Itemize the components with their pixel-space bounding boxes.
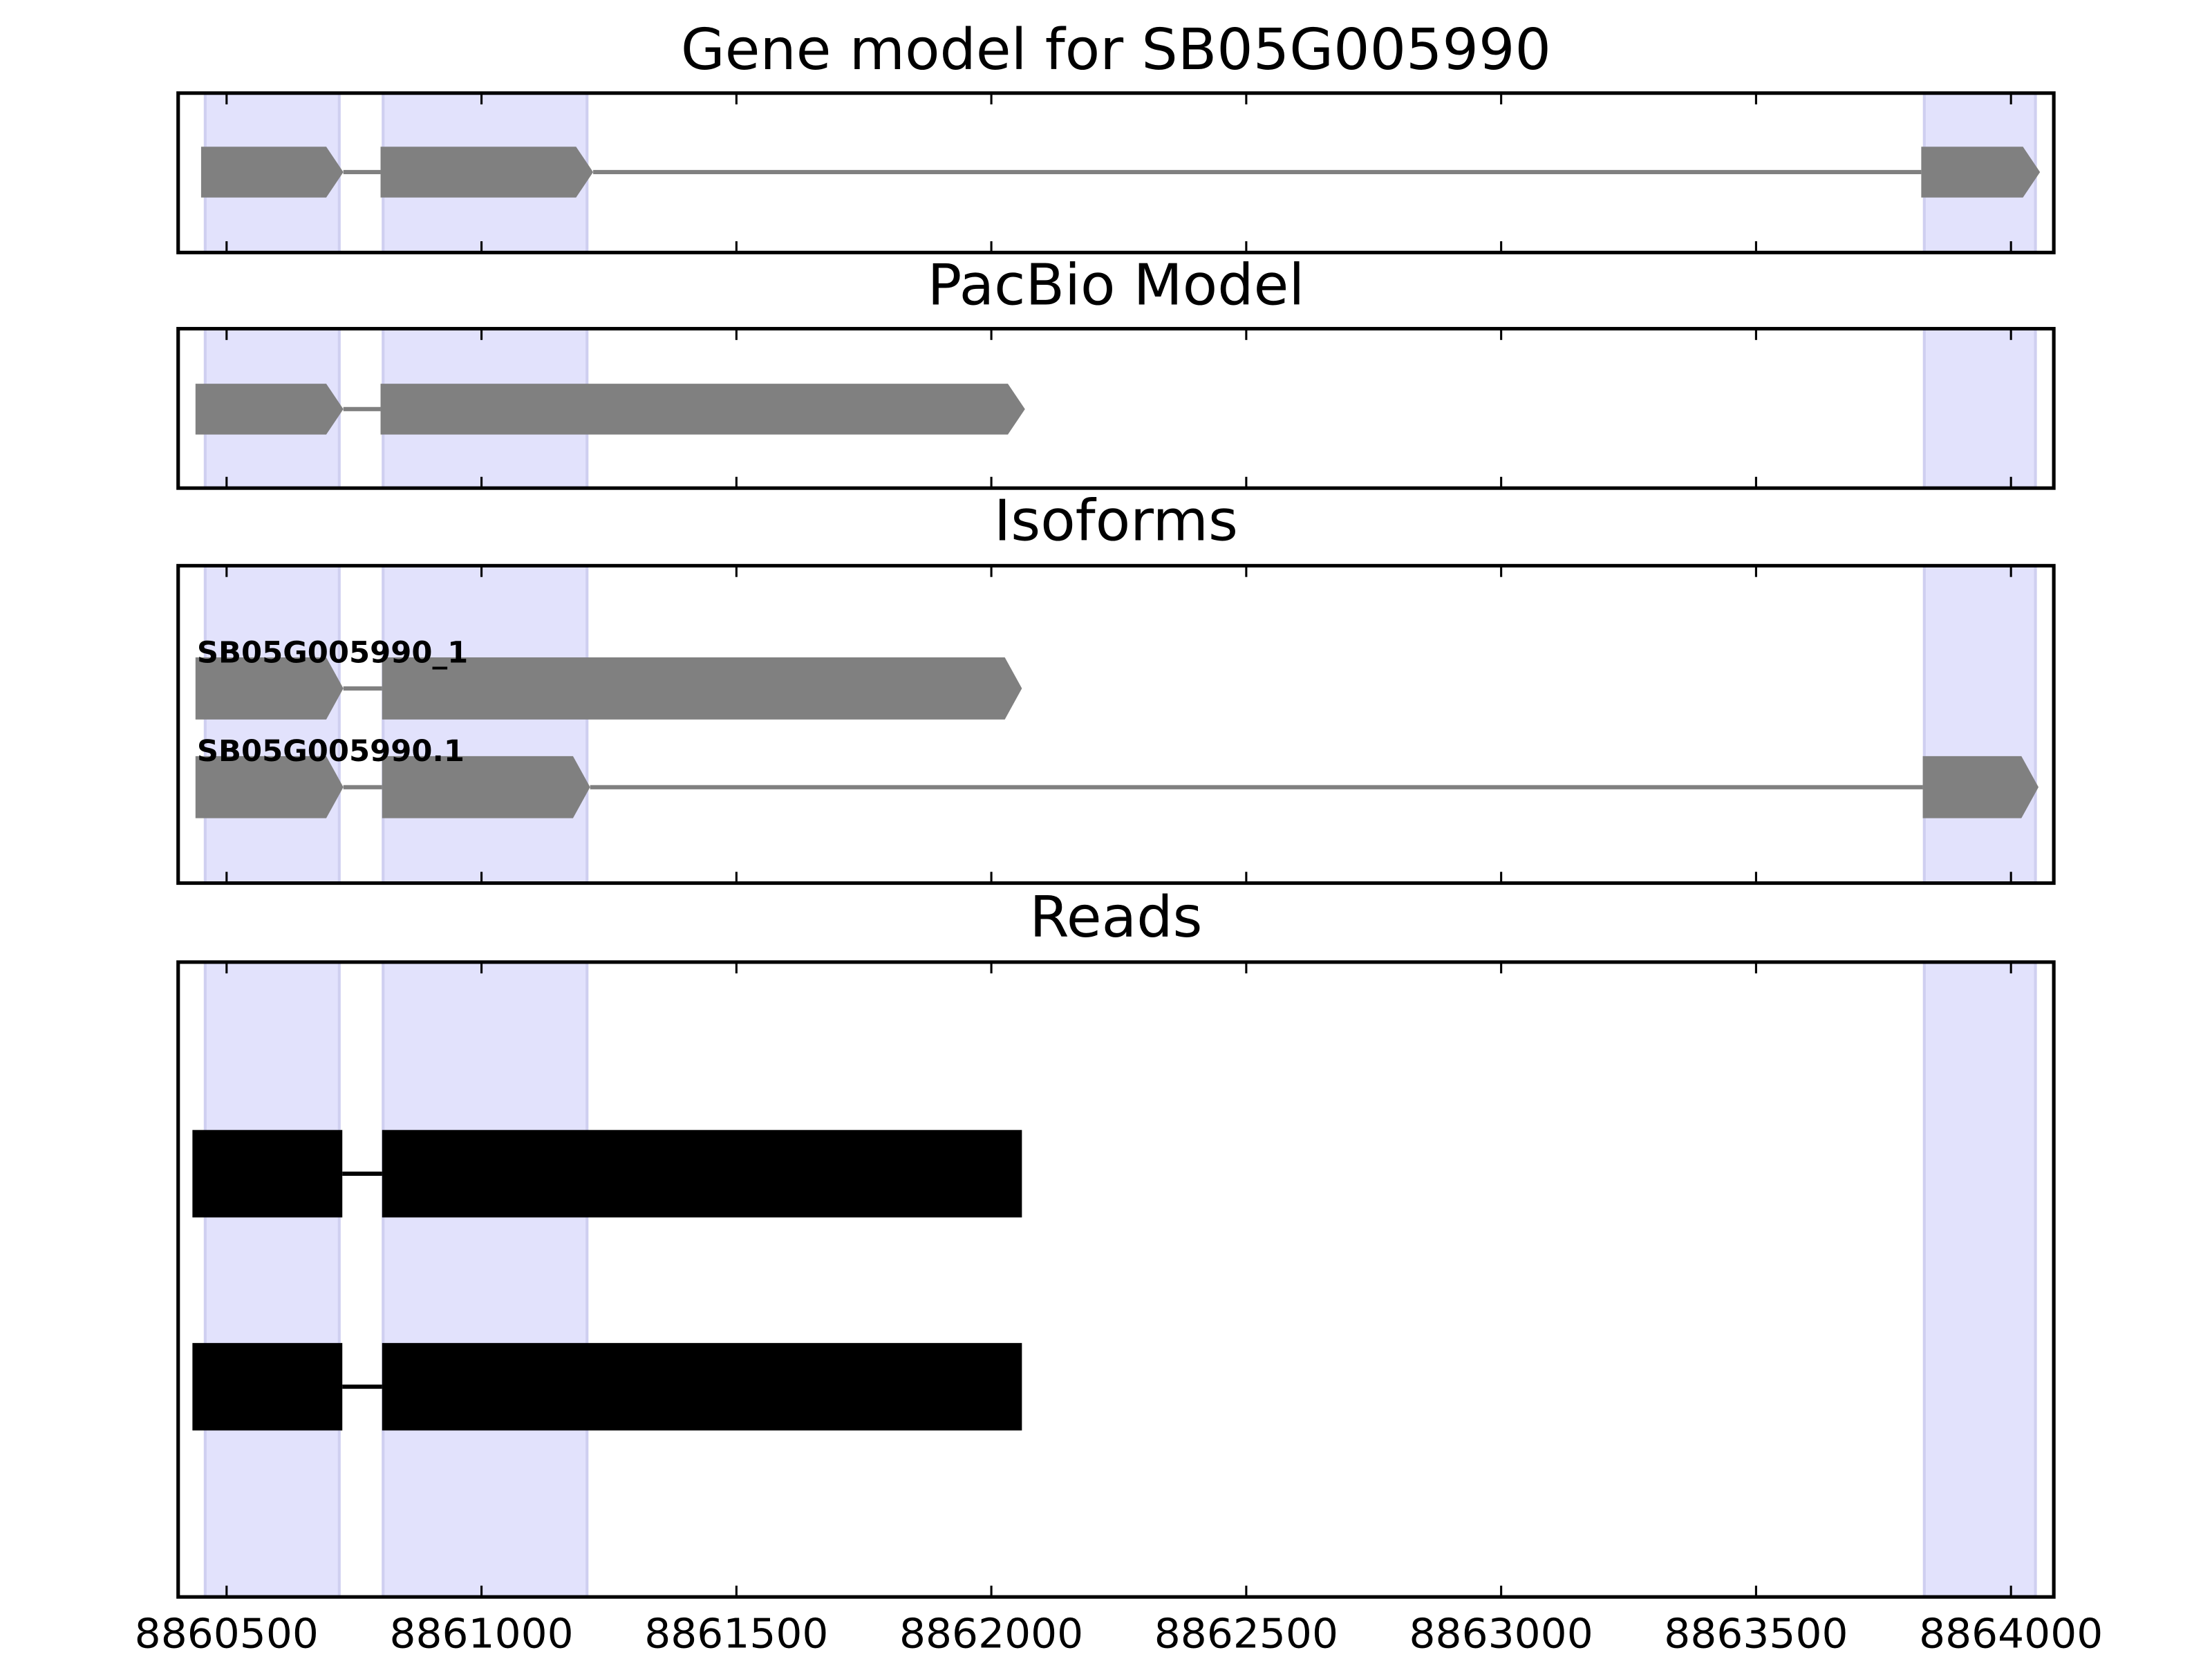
panel-title: PacBio Model xyxy=(928,253,1305,319)
x-tick-label: 8862500 xyxy=(1154,1611,1338,1658)
exon xyxy=(192,1130,343,1218)
highlight xyxy=(382,564,589,885)
highlight xyxy=(1922,564,2037,885)
exon xyxy=(200,147,344,198)
exon xyxy=(1921,147,2041,198)
panel-frame xyxy=(176,326,2056,490)
exon xyxy=(382,1130,1022,1218)
x-tick-label: 8860500 xyxy=(135,1611,319,1658)
x-tick-label: 8863500 xyxy=(1664,1611,1848,1658)
exon xyxy=(192,1342,343,1431)
exon xyxy=(382,657,1022,720)
exon xyxy=(380,384,1025,435)
exon xyxy=(380,147,594,198)
highlight xyxy=(203,564,341,885)
exon xyxy=(382,1342,1022,1431)
exon xyxy=(195,756,344,818)
x-tick-label: 8863000 xyxy=(1409,1611,1593,1658)
x-tick-label: 8861500 xyxy=(644,1611,828,1658)
highlight xyxy=(382,960,589,1599)
panel-frame xyxy=(176,960,2056,1599)
panel-title: Reads xyxy=(1029,885,1202,950)
panel-frame xyxy=(176,91,2056,254)
x-tick-label: 8861000 xyxy=(389,1611,573,1658)
panel-title: Isoforms xyxy=(994,489,1238,554)
exon xyxy=(195,657,344,720)
isoform-label: SB05G005990_1 xyxy=(197,636,468,671)
x-tick-label: 8862000 xyxy=(899,1611,1083,1658)
highlight xyxy=(203,960,341,1599)
exon xyxy=(195,384,344,435)
isoform-label: SB05G005990.1 xyxy=(197,734,465,769)
x-tick-label: 8864000 xyxy=(1919,1611,2103,1658)
highlight xyxy=(1922,327,2037,490)
panel-title: Gene model for SB05G005990 xyxy=(681,17,1551,83)
exon xyxy=(1922,756,2039,818)
panel-frame xyxy=(176,563,2056,885)
highlight xyxy=(1922,960,2037,1599)
exon xyxy=(382,756,590,818)
